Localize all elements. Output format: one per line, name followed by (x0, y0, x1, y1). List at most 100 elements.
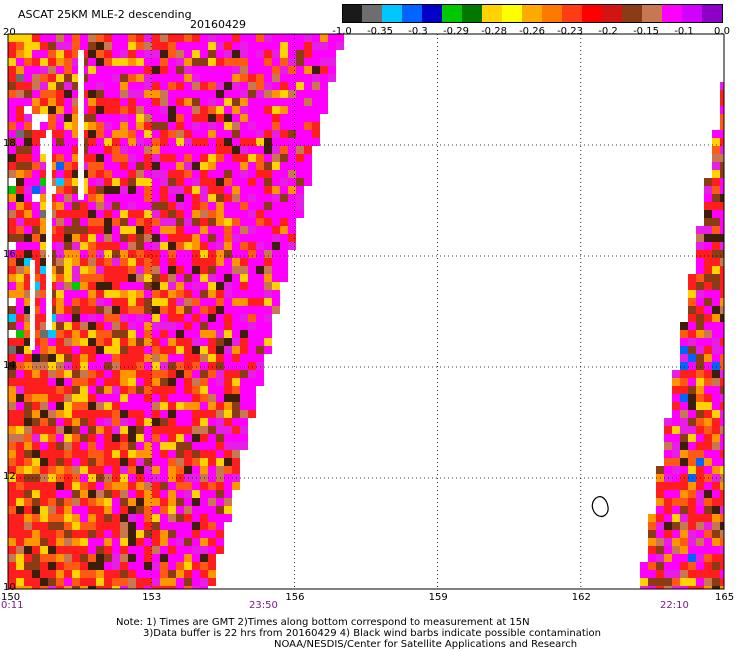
swath-cell-west (280, 242, 288, 250)
swath-cell-west (256, 338, 264, 346)
swath-cell-east (656, 538, 664, 546)
data-gap (46, 130, 52, 330)
swath-cell-west (40, 354, 48, 362)
swath-cell-west (152, 490, 160, 498)
swath-cell-west (96, 186, 104, 194)
swath-cell-west (176, 386, 184, 394)
swath-cell-west (200, 442, 208, 450)
swath-cell-west (200, 82, 208, 90)
swath-cell-west (200, 490, 208, 498)
swath-cell-east (704, 202, 712, 210)
swath-cell-west (176, 58, 184, 66)
swath-cell-west (128, 282, 136, 290)
swath-cell-west (16, 314, 24, 322)
swath-cell-west (16, 202, 24, 210)
swath-cell-west (160, 386, 168, 394)
swath-cell-west (16, 130, 24, 138)
swath-cell-west (152, 562, 160, 570)
swath-cell-west (320, 66, 328, 74)
swath-cell-west (256, 242, 264, 250)
swath-cell-west (184, 218, 192, 226)
swath-cell-west (176, 418, 184, 426)
swath-cell-west (112, 170, 120, 178)
swath-cell-west (256, 306, 264, 314)
swath-cell-west (208, 250, 216, 258)
swath-cell-east (696, 546, 704, 554)
swath-cell-west (248, 322, 256, 330)
pass-time-label: 0:11 (1, 600, 24, 611)
swath-cell-west (96, 138, 104, 146)
swath-cell-west (72, 162, 80, 170)
swath-cell-east (720, 282, 724, 290)
swath-cell-west (104, 482, 112, 490)
swath-cell-east (704, 378, 712, 386)
swath-cell-west (96, 90, 104, 98)
swath-cell-east (688, 586, 696, 589)
swath-cell-west (224, 434, 232, 442)
swath-cell-west (120, 554, 128, 562)
swath-cell-west (216, 522, 224, 530)
swath-cell-west (88, 106, 96, 114)
swath-cell-west (112, 266, 120, 274)
swath-cell-west (16, 298, 24, 306)
swath-cell-west (208, 410, 216, 418)
swath-cell-east (688, 362, 696, 370)
swath-cell-west (200, 210, 208, 218)
swath-cell-west (232, 370, 240, 378)
swath-cell-east (704, 258, 712, 266)
swath-cell-west (64, 570, 72, 578)
swath-cell-west (168, 562, 176, 570)
swath-cell-west (208, 218, 216, 226)
swath-cell-west (136, 522, 144, 530)
swath-cell-west (120, 242, 128, 250)
swath-cell-west (80, 218, 88, 226)
swath-cell-west (160, 146, 168, 154)
swath-cell-west (200, 266, 208, 274)
swath-cell-west (176, 442, 184, 450)
swath-cell-west (304, 122, 312, 130)
swath-cell-east (704, 234, 712, 242)
swath-cell-west (128, 146, 136, 154)
swath-cell-west (208, 266, 216, 274)
swath-cell-west (280, 266, 288, 274)
swath-cell-west (216, 306, 224, 314)
swath-cell-west (8, 274, 16, 282)
swath-cell-west (168, 106, 176, 114)
swath-cell-west (296, 130, 304, 138)
swath-cell-west (32, 146, 40, 154)
swath-cell-west (88, 410, 96, 418)
swath-cell-west (56, 282, 64, 290)
swath-cell-west (248, 210, 256, 218)
swath-cell-west (112, 258, 120, 266)
swath-cell-west (224, 234, 232, 242)
swath-cell-east (680, 546, 688, 554)
swath-cell-east (704, 514, 712, 522)
swath-cell-west (96, 402, 104, 410)
colorbar-swatch (462, 5, 483, 22)
swath-cell-west (224, 194, 232, 202)
swath-cell-west (176, 202, 184, 210)
swath-cell-east (688, 458, 696, 466)
swath-cell-west (184, 282, 192, 290)
swath-cell-west (56, 418, 64, 426)
swath-cell-east (696, 410, 704, 418)
swath-cell-west (120, 98, 128, 106)
swath-cell-west (240, 162, 248, 170)
swath-cell-west (216, 338, 224, 346)
swath-cell-east (720, 538, 724, 546)
swath-cell-west (24, 522, 32, 530)
swath-cell-east (696, 570, 704, 578)
swath-cell-west (200, 482, 208, 490)
swath-cell-west (224, 90, 232, 98)
swath-cell-west (72, 386, 80, 394)
swath-cell-west (136, 218, 144, 226)
swath-cell-east (688, 282, 696, 290)
swath-cell-west (144, 570, 152, 578)
swath-cell-west (192, 466, 200, 474)
swath-cell-west (56, 34, 64, 42)
swath-cell-west (88, 570, 96, 578)
swath-cell-west (64, 138, 72, 146)
swath-cell-west (72, 226, 80, 234)
swath-cell-west (88, 122, 96, 130)
colorbar-swatch (582, 5, 603, 22)
